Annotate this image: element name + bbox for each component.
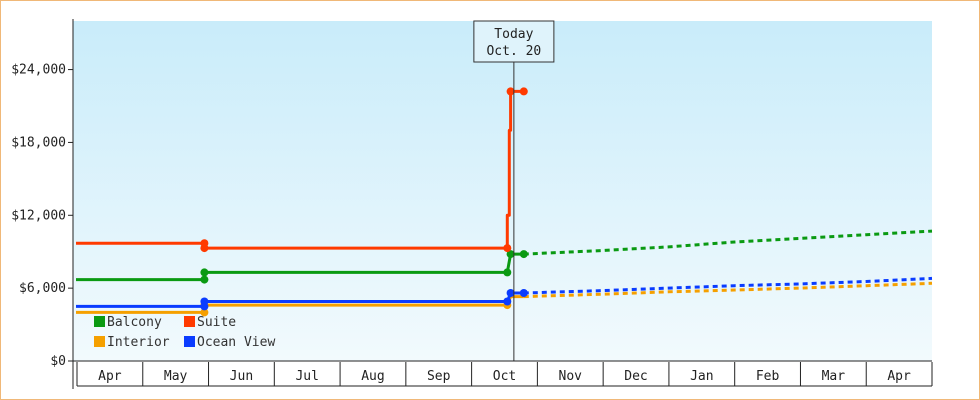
x-tick-label: Feb <box>756 369 780 384</box>
today-label-box <box>473 20 555 63</box>
legend-swatch <box>94 316 105 327</box>
x-tick-label: Nov <box>559 369 583 384</box>
legend-label: Interior <box>107 335 170 350</box>
series-suite <box>76 87 528 253</box>
data-point-suite[interactable] <box>506 87 515 96</box>
data-point-balcony[interactable] <box>200 275 209 284</box>
y-tick-label: $6,000 <box>19 281 66 296</box>
x-tick-label: Jan <box>690 369 713 384</box>
x-tick-label: Dec <box>624 369 647 384</box>
legend-label: Ocean View <box>197 335 275 350</box>
legend-swatch <box>184 316 195 327</box>
x-tick-label: Apr <box>98 369 122 384</box>
legend: Balcony Suite Interior Ocean View <box>94 315 275 350</box>
data-point-balcony[interactable] <box>506 250 515 259</box>
today-marker: Today Oct. 20 <box>473 20 555 361</box>
forecast-line-interior <box>523 281 933 299</box>
legend-label: Balcony <box>107 315 162 330</box>
x-tick-label: Oct <box>493 369 516 384</box>
y-tick-label: $18,000 <box>11 135 66 150</box>
data-point-interior[interactable] <box>200 308 209 317</box>
data-point-ocean-view[interactable] <box>506 289 515 297</box>
forecast-line-ocean-view <box>523 276 933 295</box>
x-tick-label: Jun <box>230 369 253 384</box>
month-band <box>77 362 932 386</box>
series-line-interior <box>76 295 524 314</box>
y-tick-label: $12,000 <box>11 208 66 223</box>
data-point-ocean-view[interactable] <box>200 297 209 306</box>
series-layer <box>76 87 933 317</box>
y-tick-label: $24,000 <box>11 63 66 78</box>
today-date: Oct. 20 <box>486 44 541 59</box>
legend-label: Suite <box>197 315 236 330</box>
data-point-balcony[interactable] <box>519 250 528 259</box>
x-tick-label: Sep <box>427 369 451 384</box>
data-point-balcony[interactable] <box>200 268 209 277</box>
data-point-balcony[interactable] <box>503 268 512 277</box>
legend-item-suite[interactable]: Suite <box>184 315 236 330</box>
x-tick-label: May <box>164 369 188 384</box>
forecast-line-balcony <box>523 229 933 256</box>
legend-item-interior[interactable]: Interior <box>94 335 170 350</box>
x-tick-label: Jul <box>295 369 318 384</box>
x-tick-label: Aug <box>361 369 384 384</box>
data-point-suite[interactable] <box>503 244 512 253</box>
today-label: Today <box>494 27 533 42</box>
data-point-ocean-view[interactable] <box>519 289 528 297</box>
y-tick-label: $0 <box>50 354 66 369</box>
legend-item-balcony[interactable]: Balcony <box>94 315 162 330</box>
series-balcony <box>76 229 933 284</box>
axes: $0 $6,000 $12,000 $18,000 $24,000 Apr May Jun Ju… <box>11 19 933 389</box>
data-point-suite[interactable] <box>200 244 209 253</box>
data-point-ocean-view[interactable] <box>503 297 512 306</box>
legend-item-ocean-view[interactable]: Ocean View <box>184 335 275 350</box>
legend-swatch <box>184 336 195 347</box>
x-tick-label: Apr <box>887 369 911 384</box>
data-point-suite[interactable] <box>519 87 528 96</box>
x-tick-label: Mar <box>822 369 846 384</box>
legend-swatch <box>94 336 105 347</box>
series-ocean-view <box>76 276 933 311</box>
